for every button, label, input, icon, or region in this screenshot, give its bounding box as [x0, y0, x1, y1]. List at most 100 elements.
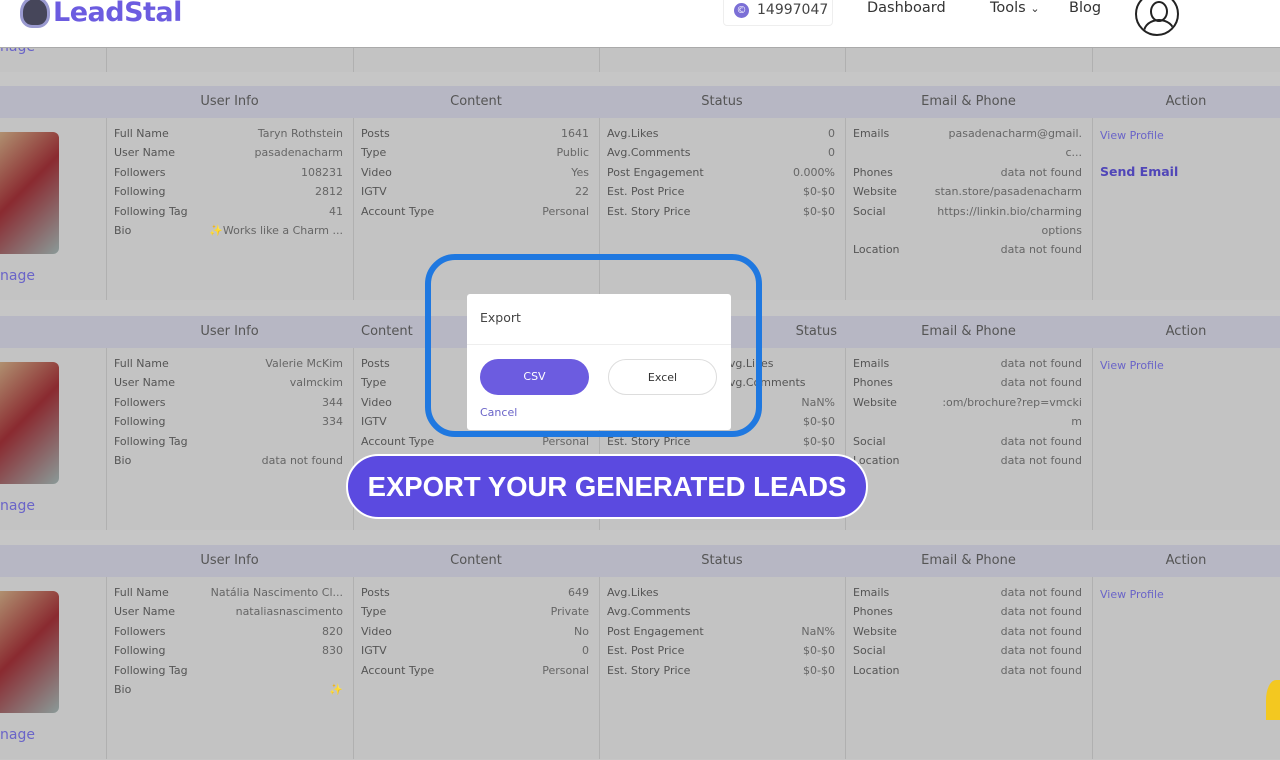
column-header: Status [701, 94, 743, 109]
field-value: 0 [582, 644, 589, 658]
field-label: Avg.Comments [722, 376, 806, 390]
column-header: User Info [200, 553, 259, 568]
field-value: ✨Works like a Charm ... [209, 224, 343, 238]
field-label: Posts [361, 127, 390, 140]
field-label: Est. Post Price [607, 644, 685, 658]
field-row: Social data not found [853, 432, 1082, 451]
field-label: Website [853, 395, 897, 409]
field-value: Public [556, 146, 589, 160]
field-row: Following Tag [114, 432, 343, 451]
field-label: Social [853, 204, 886, 218]
field-label: Phones [853, 605, 893, 619]
field-row: Type Public [361, 143, 589, 162]
field-label: Following Tag [114, 434, 188, 448]
field-value: data not found [1000, 586, 1082, 599]
nav-dashboard[interactable]: Dashboard [867, 0, 946, 16]
field-row: Avg.Likes 0 [607, 124, 835, 143]
lead-record: User Info Content Status Email & Phone Actio… [0, 545, 1280, 760]
field-value: Private [550, 605, 589, 619]
export-modal: Export CSV Excel Cancel [467, 294, 731, 430]
field-row: Avg.Comments [607, 602, 835, 621]
field-row: Phones data not found [853, 602, 1082, 621]
column-divider [845, 348, 846, 530]
image-link[interactable]: nage [0, 727, 35, 743]
field-label: Type [361, 376, 387, 390]
chevron-down-icon: ⌄ [1030, 2, 1040, 15]
field-row: Avg.Likes [607, 583, 835, 602]
robot-logo-icon [20, 0, 50, 28]
user-info-list: Full Name Valerie McKim User Name valmckim F… [114, 354, 343, 470]
field-value: $0-$0 [803, 434, 835, 448]
field-label: Post Engagement [607, 624, 704, 638]
field-row: User Name nataliasnascimento [114, 602, 343, 621]
column-divider [599, 577, 600, 759]
field-label: Type [361, 146, 387, 160]
field-value: 0 [828, 146, 835, 160]
field-value: NaN% [801, 624, 835, 638]
email-phone-list: Emails data not found Phones data not found… [853, 583, 1082, 680]
column-divider [353, 48, 354, 72]
field-row: IGTV 0 [361, 641, 589, 660]
field-row: Account Type Personal [361, 661, 589, 680]
field-label: Emails [853, 127, 890, 140]
field-label: Account Type [361, 204, 435, 218]
column-divider [845, 48, 846, 72]
field-row: Phones data not found [853, 373, 1082, 392]
field-label: Website [853, 185, 897, 199]
field-value: Personal [542, 663, 589, 677]
field-value: Valerie McKim [265, 357, 343, 370]
cancel-link[interactable]: Cancel [480, 406, 518, 419]
column-divider [599, 118, 600, 300]
image-link[interactable]: nage [0, 268, 35, 284]
excel-button[interactable]: Excel [608, 359, 717, 395]
field-value: 0 [828, 127, 835, 140]
field-value: data not found [1000, 434, 1082, 448]
column-divider [353, 348, 354, 530]
field-label: Bio [114, 224, 132, 238]
credits-badge: © 14997047 [723, 0, 833, 26]
csv-button[interactable]: CSV [480, 359, 589, 395]
field-row: Video No [361, 622, 589, 641]
field-value: $0-$0 [803, 644, 835, 658]
field-row: Social https://linkin.bio/charmingoptions [853, 202, 1082, 241]
field-label: Emails [853, 357, 890, 370]
send-email-link[interactable]: Send Email [1100, 164, 1179, 179]
user-info-list: Full Name Taryn Rothstein User Name pasaden… [114, 124, 343, 240]
profile-photo [0, 362, 59, 484]
field-value: data not found [1000, 624, 1082, 638]
view-profile-link[interactable]: View Profile [1100, 588, 1164, 601]
nav-blog[interactable]: Blog [1069, 0, 1102, 16]
user-avatar-icon[interactable] [1135, 0, 1179, 36]
field-label: IGTV [361, 415, 387, 429]
field-row: User Name pasadenacharm [114, 143, 343, 162]
view-profile-link[interactable]: View Profile [1100, 129, 1164, 142]
content-list: Posts Type Video IGTV Account Type Personal [361, 354, 589, 451]
field-label: Type [361, 605, 387, 619]
field-row: Avg.Comments 0 [607, 143, 835, 162]
decoration-icon [1266, 680, 1280, 720]
lead-record: User Info Content Status Email & Phone Actio… [0, 86, 1280, 301]
column-header: Action [1165, 94, 1207, 109]
column-divider [1092, 577, 1093, 759]
field-row: Social data not found [853, 641, 1082, 660]
field-label: Followers [114, 624, 166, 638]
image-link[interactable]: nage [0, 498, 35, 514]
field-row: Location data not found [853, 451, 1082, 470]
field-value: 108231 [301, 165, 343, 179]
field-row: Following Tag 41 [114, 202, 343, 221]
field-value: $0-$0 [803, 185, 835, 199]
view-profile-link[interactable]: View Profile [1100, 359, 1164, 372]
field-label: Video [361, 624, 392, 638]
column-divider [1092, 348, 1093, 530]
field-value: 344 [322, 395, 343, 409]
nav-tools[interactable]: Tools ⌄ [990, 0, 1040, 16]
field-label: User Name [114, 376, 176, 390]
field-label: User Name [114, 605, 176, 619]
field-label: Following Tag [114, 663, 188, 677]
field-value: 649 [568, 586, 589, 599]
field-row: Video [361, 393, 589, 412]
logo[interactable]: LeadStal [20, 0, 182, 28]
field-label: Followers [114, 395, 166, 409]
field-value: ✨ [329, 683, 343, 697]
field-row: Emails pasadenacharm@gmail.c... [853, 124, 1082, 163]
